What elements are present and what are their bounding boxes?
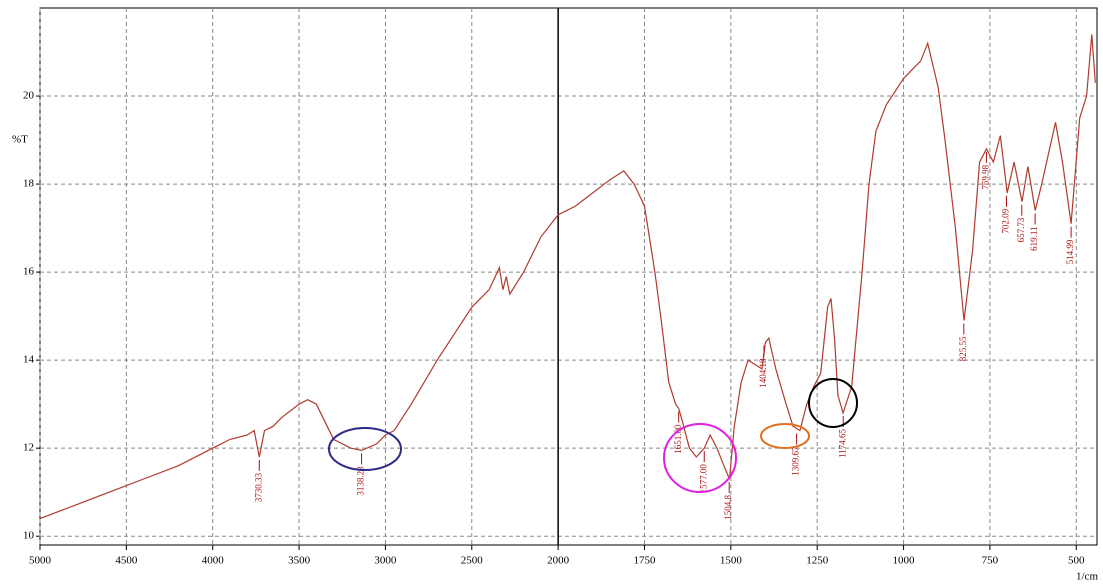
x-tick-label: 3000 (374, 555, 397, 567)
x-tick-label: 3500 (288, 555, 311, 567)
y-tick-label: 10 (23, 530, 35, 542)
highlight-circle (761, 424, 809, 448)
x-tick-label: 1750 (633, 555, 656, 567)
x-tick-label: 1500 (720, 555, 743, 567)
peak-label: 657.73 (1016, 217, 1026, 242)
chart: %T 1/cm 10 12 14 16 18 20 5000 4500 4000 3500 3000… (0, 0, 1103, 586)
peak-label: 1309.67 (791, 446, 801, 476)
peak-label: 1504.8 (723, 494, 733, 519)
y-tick-label: 12 (23, 442, 34, 454)
peak-label: 1174.65 (837, 428, 847, 457)
x-tick-label: 750 (982, 555, 999, 567)
y-tick-label: 20 (23, 90, 35, 102)
x-tick-label: 1250 (806, 555, 829, 567)
x-axis-label: 1/cm (1076, 571, 1098, 583)
peak-label: 702.09 (1001, 208, 1011, 233)
y-tick-label: 16 (23, 266, 35, 278)
x-tick-label: 5000 (29, 555, 52, 567)
peak-label: 619.11 (1029, 226, 1039, 250)
peak-label: 514.99 (1065, 239, 1075, 264)
x-tick-label: 2000 (547, 555, 570, 567)
y-axis-label: %T (12, 134, 28, 146)
peak-label: 825.55 (958, 336, 968, 361)
peak-label: 1577.00 (698, 464, 708, 494)
highlight-circle (809, 379, 857, 427)
highlight-circles (329, 379, 857, 492)
peak-label: 759.98 (981, 164, 991, 189)
x-tick-label: 4500 (115, 555, 138, 567)
x-tick-label: 500 (1068, 555, 1085, 567)
peak-label: 3730.33 (253, 472, 263, 502)
page: {"chart_data": {"type": "line", "y_label… (0, 0, 1103, 586)
x-tick-label: 1000 (893, 555, 916, 567)
y-tick-label: 18 (23, 178, 35, 190)
spectrum-line (40, 34, 1095, 518)
x-tick-label: 2500 (461, 555, 484, 567)
peak-label: 1404.18 (758, 358, 768, 388)
y-tick-label: 14 (23, 354, 35, 366)
x-tick-label: 4000 (202, 555, 225, 567)
